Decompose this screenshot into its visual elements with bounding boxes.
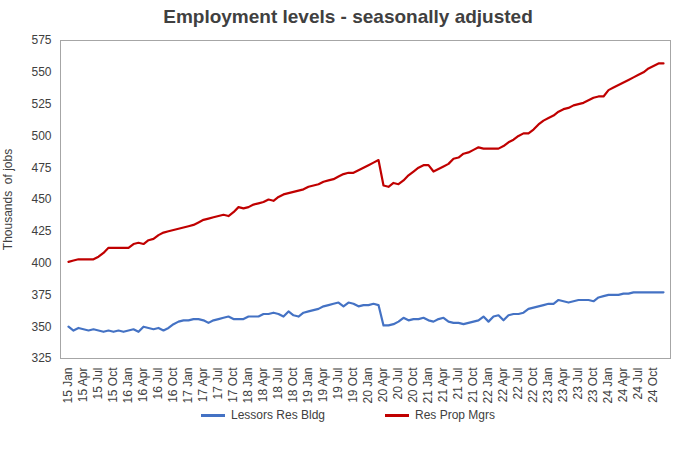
- svg-text:21 Oct: 21 Oct: [466, 367, 480, 403]
- svg-text:23 Jan: 23 Jan: [541, 368, 555, 404]
- svg-text:425: 425: [31, 224, 51, 238]
- svg-text:22 Jan: 22 Jan: [481, 368, 495, 404]
- svg-text:375: 375: [31, 288, 51, 302]
- svg-text:24 Jul: 24 Jul: [631, 368, 645, 400]
- html-text:Res Prop Mgrs: Res Prop Mgrs: [415, 408, 495, 422]
- svg-text:16 Apr: 16 Apr: [136, 368, 150, 403]
- svg-text:24 Jan: 24 Jan: [601, 368, 615, 404]
- svg-text:17 Jul: 17 Jul: [211, 368, 225, 400]
- svg-text:20 Jan: 20 Jan: [361, 368, 375, 404]
- svg-text:24 Oct: 24 Oct: [646, 367, 660, 403]
- svg-text:325: 325: [31, 351, 51, 365]
- svg-text:21 Jul: 21 Jul: [451, 368, 465, 400]
- svg-text:16 Jan: 16 Jan: [121, 368, 135, 404]
- svg-text:15 Apr: 15 Apr: [76, 368, 90, 403]
- svg-text:16 Oct: 16 Oct: [166, 367, 180, 403]
- svg-text:21 Jan: 21 Jan: [421, 368, 435, 404]
- svg-text:19 Oct: 19 Oct: [346, 367, 360, 403]
- svg-text:18 Oct: 18 Oct: [286, 367, 300, 403]
- svg-text:17 Oct: 17 Oct: [226, 367, 240, 403]
- svg-text:19 Apr: 19 Apr: [316, 368, 330, 403]
- svg-text:525: 525: [31, 97, 51, 111]
- svg-text:19 Jul: 19 Jul: [331, 368, 345, 400]
- svg-text:18 Apr: 18 Apr: [256, 368, 270, 403]
- svg-text:23 Jul: 23 Jul: [571, 368, 585, 400]
- svg-text:22 Apr: 22 Apr: [496, 368, 510, 403]
- svg-text:400: 400: [31, 256, 51, 270]
- svg-text:15 Jan: 15 Jan: [61, 368, 75, 404]
- svg-text:20 Apr: 20 Apr: [376, 368, 390, 403]
- svg-text:475: 475: [31, 161, 51, 175]
- svg-text:500: 500: [31, 129, 51, 143]
- svg-text:17 Apr: 17 Apr: [196, 368, 210, 403]
- svg-text:550: 550: [31, 65, 51, 79]
- svg-text:450: 450: [31, 192, 51, 206]
- svg-text:22 Oct: 22 Oct: [526, 367, 540, 403]
- svg-text:24 Apr: 24 Apr: [616, 368, 630, 403]
- svg-text:23 Oct: 23 Oct: [586, 367, 600, 403]
- svg-text:21 Apr: 21 Apr: [436, 368, 450, 403]
- svg-text:575: 575: [31, 33, 51, 47]
- html-text:Lessors Res Bldg: Lessors Res Bldg: [231, 408, 325, 422]
- svg-text:17 Jan: 17 Jan: [181, 368, 195, 404]
- svg-text:18 Jul: 18 Jul: [271, 368, 285, 400]
- svg-text:15 Oct: 15 Oct: [106, 367, 120, 403]
- svg-text:20 Jul: 20 Jul: [391, 368, 405, 400]
- svg-text:16 Jul: 16 Jul: [151, 368, 165, 400]
- svg-text:19 Jan: 19 Jan: [301, 368, 315, 404]
- svg-text:Thousands of jobs: Thousands of jobs: [1, 149, 15, 250]
- svg-text:22 Jul: 22 Jul: [511, 368, 525, 400]
- html-text:Employment levels - seasonally: Employment levels - seasonally adjusted: [163, 6, 533, 27]
- svg-text:18 Jan: 18 Jan: [241, 368, 255, 404]
- svg-text:23 Apr: 23 Apr: [556, 368, 570, 403]
- svg-text:15 Jul: 15 Jul: [91, 368, 105, 400]
- svg-text:350: 350: [31, 320, 51, 334]
- svg-text:20 Oct: 20 Oct: [406, 367, 420, 403]
